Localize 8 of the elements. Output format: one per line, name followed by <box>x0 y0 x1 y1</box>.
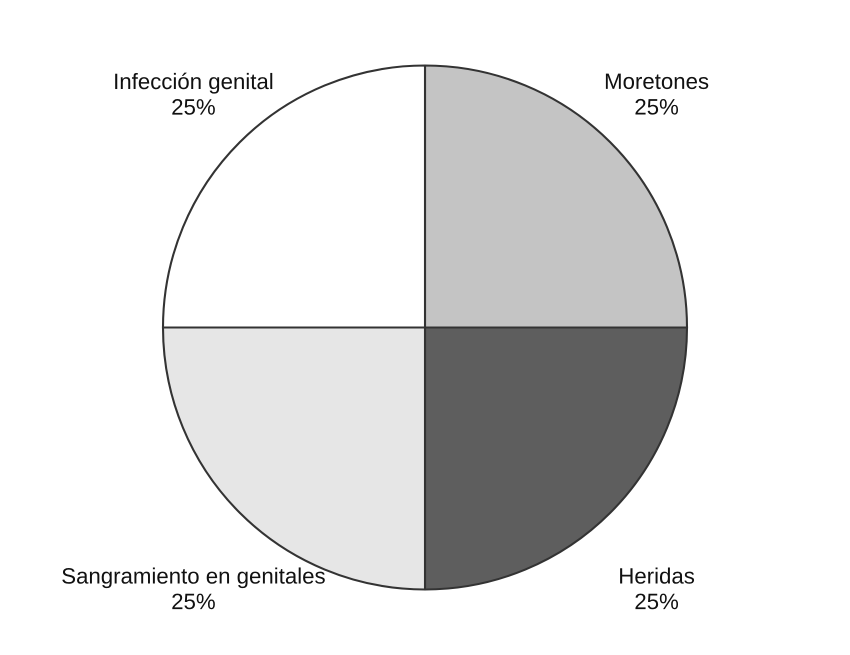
slice-label: Heridas <box>620 567 694 584</box>
slice-label: Infección genital <box>115 72 272 94</box>
data-label: 25% <box>635 98 678 115</box>
data-label: 25% <box>172 99 215 115</box>
slice-label: Moretones <box>606 74 708 90</box>
slice-label: Sangramiento en genitales <box>62 567 325 588</box>
data-label: 25% <box>635 594 678 610</box>
data-label: 25% <box>172 594 215 610</box>
